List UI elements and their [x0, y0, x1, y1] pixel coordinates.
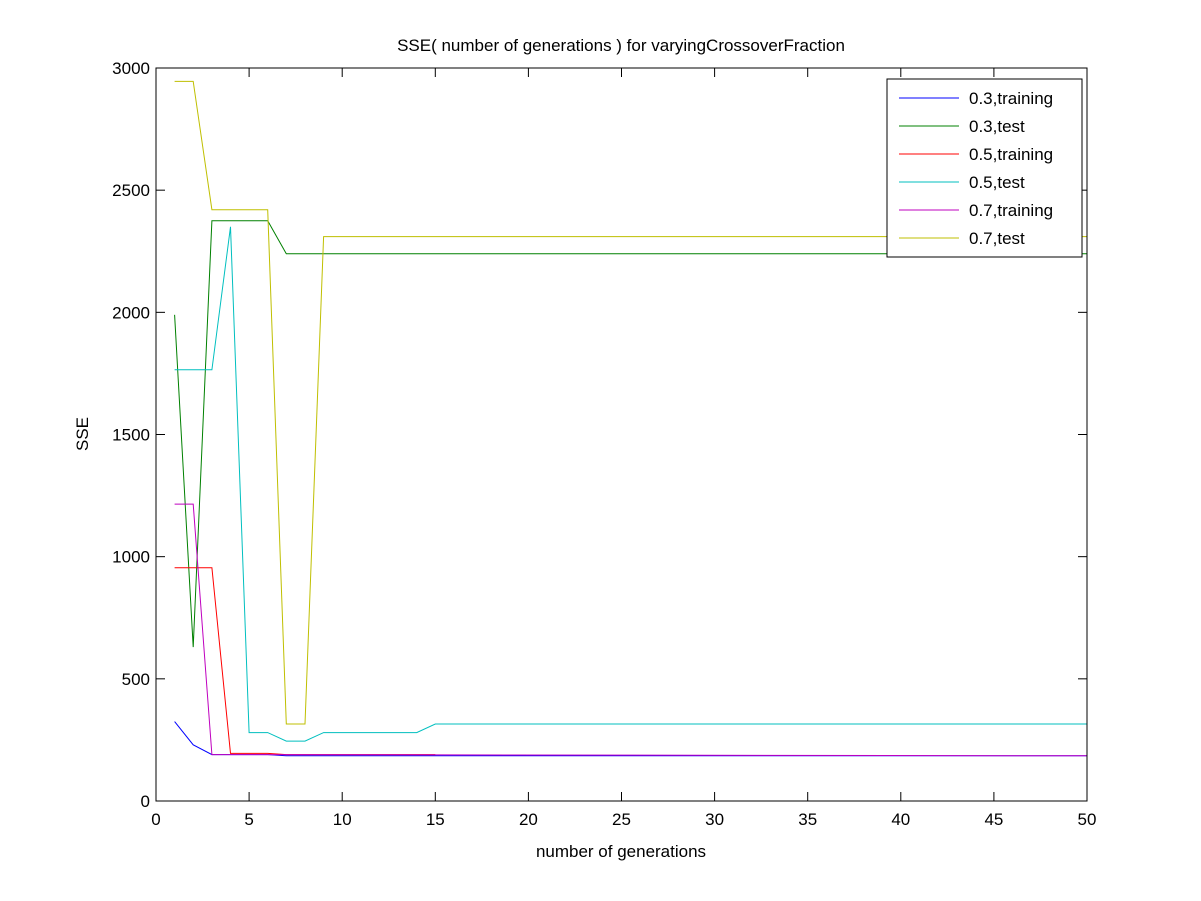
legend-label-3: 0.5,test	[969, 173, 1025, 192]
series-line-3	[174, 226, 1087, 742]
legend-label-2: 0.5,training	[969, 145, 1053, 164]
x-tick-label: 25	[612, 810, 631, 829]
x-tick-label: 35	[798, 810, 817, 829]
x-tick-label: 0	[151, 810, 160, 829]
y-tick-label: 2000	[112, 303, 150, 322]
series-line-1	[174, 220, 1087, 648]
x-tick-label: 5	[244, 810, 253, 829]
x-tick-label: 45	[984, 810, 1003, 829]
y-tick-label: 500	[122, 670, 150, 689]
x-tick-label: 40	[891, 810, 910, 829]
legend-label-0: 0.3,training	[969, 89, 1053, 108]
y-tick-label: 1500	[112, 426, 150, 445]
x-tick-label: 10	[333, 810, 352, 829]
x-tick-label: 50	[1078, 810, 1097, 829]
tick-layer: 0 5 10 15 20 25 30 35 40 45 5005001000150020002500…	[112, 59, 1096, 829]
y-tick-label: 1000	[112, 548, 150, 567]
x-tick-label: 20	[519, 810, 538, 829]
legend: 0.3,training 0.3,test 0.5,training 0.5,test…	[886, 78, 1083, 258]
legend-label-5: 0.7,test	[969, 229, 1025, 248]
y-tick-label: 3000	[112, 59, 150, 78]
x-tick-label: 15	[426, 810, 445, 829]
chart-title: SSE( number of generations ) for varying…	[397, 36, 845, 55]
x-axis-label: number of generations	[536, 842, 706, 861]
legend-label-1: 0.3,test	[969, 117, 1025, 136]
legend-label-4: 0.7,training	[969, 201, 1053, 220]
x-tick-label: 30	[705, 810, 724, 829]
series-layer	[174, 80, 1088, 757]
legend-box	[886, 78, 1083, 258]
y-tick-label: 0	[141, 792, 150, 811]
y-tick-label: 2500	[112, 181, 150, 200]
series-line-4	[174, 503, 1088, 757]
series-line-5	[174, 80, 1087, 725]
y-axis-label: SSE	[73, 417, 92, 451]
